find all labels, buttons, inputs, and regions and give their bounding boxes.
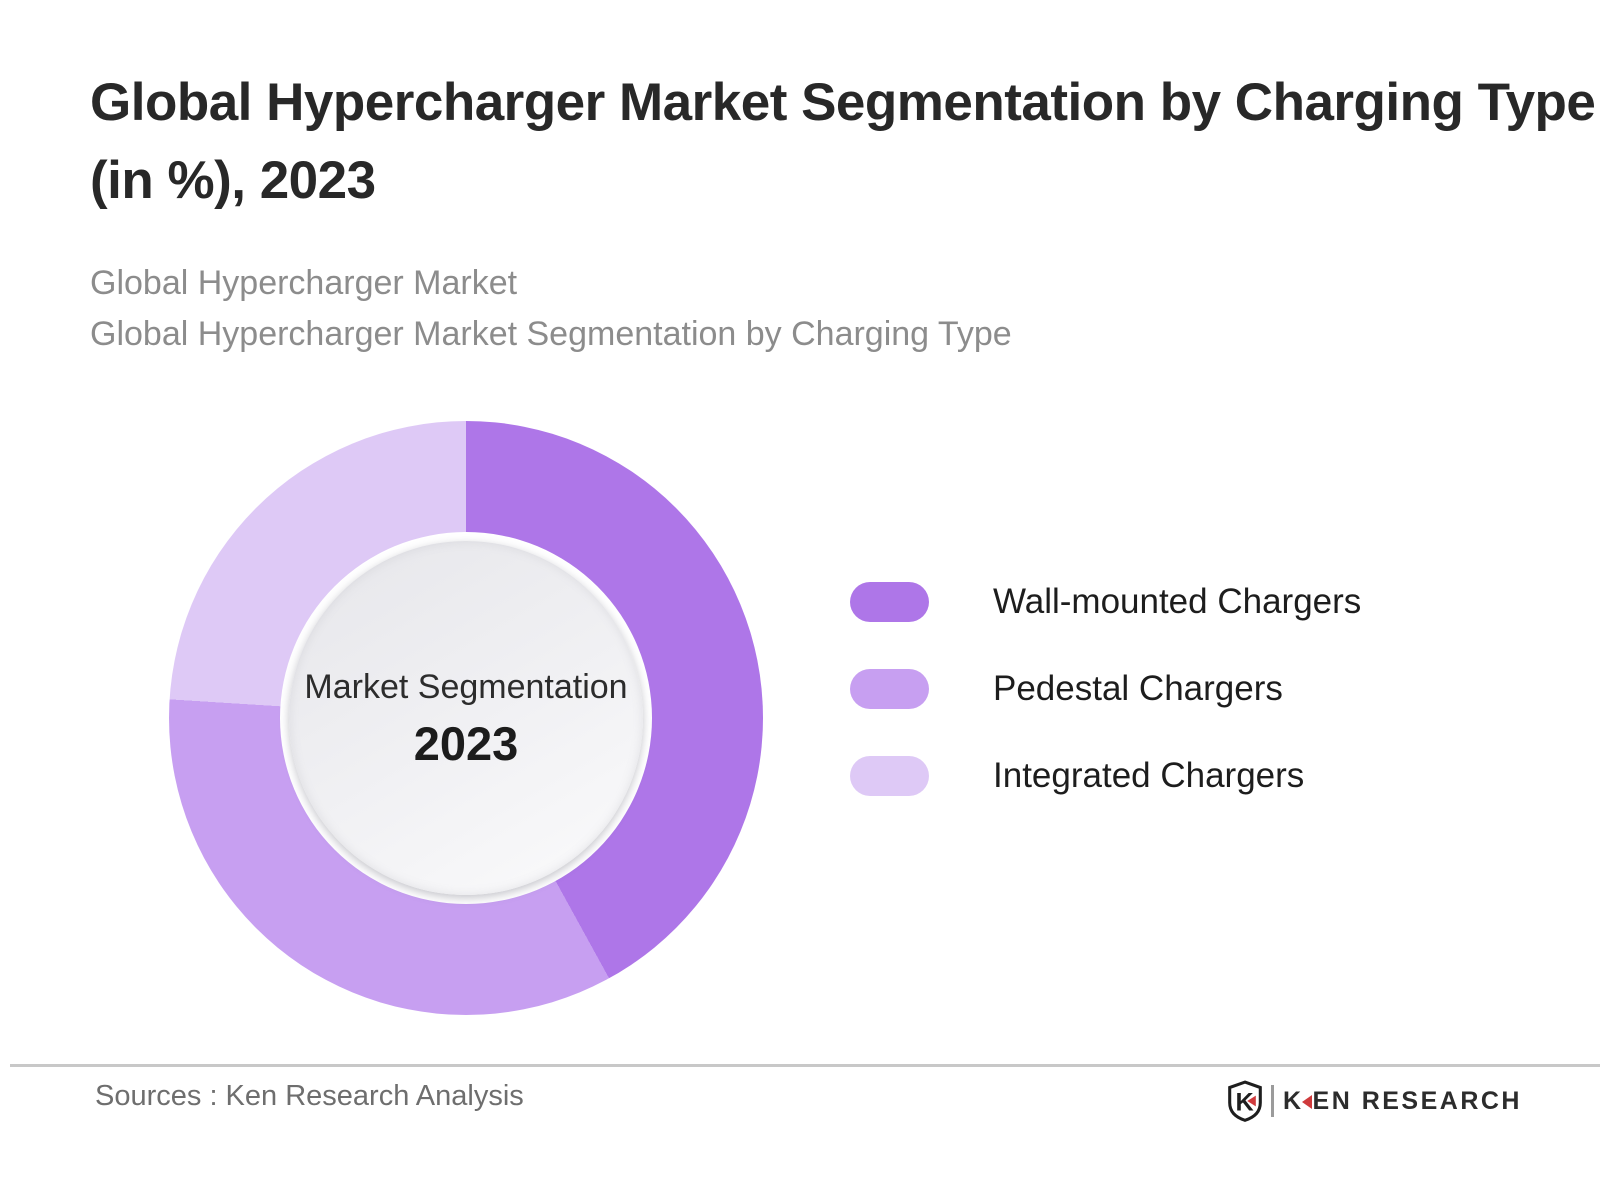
title-line-2: (in %), 2023 xyxy=(90,151,376,210)
donut-center-year: 2023 xyxy=(413,716,519,770)
legend-label: Integrated Chargers xyxy=(993,756,1305,795)
subtitle-line-2: Global Hypercharger Market Segmentation … xyxy=(90,315,1012,353)
donut-ring: Market Segmentation 2023 xyxy=(169,421,763,1015)
donut-center-label: Market Segmentation xyxy=(304,667,628,706)
legend-swatch xyxy=(850,756,929,796)
ken-research-logo: K K EN RESEARCH xyxy=(1227,1080,1522,1122)
legend-swatch xyxy=(850,669,929,709)
legend-item-wall-mounted: Wall-mounted Chargers xyxy=(850,582,1361,622)
legend-item-pedestal: Pedestal Chargers xyxy=(850,669,1361,709)
legend-swatch xyxy=(850,582,929,622)
legend-label: Pedestal Chargers xyxy=(993,669,1283,708)
emblem-red-triangle-icon xyxy=(1247,1095,1256,1107)
chart-legend: Wall-mounted Chargers Pedestal Chargers … xyxy=(850,582,1361,843)
logo-text-rest: EN RESEARCH xyxy=(1312,1086,1522,1115)
logo-red-triangle-icon xyxy=(1301,1095,1312,1109)
legend-label: Wall-mounted Chargers xyxy=(993,582,1362,621)
subtitle-line-1: Global Hypercharger Market xyxy=(90,264,518,302)
donut-hole: Market Segmentation 2023 xyxy=(280,532,652,904)
emblem-letter: K xyxy=(1236,1088,1254,1116)
chart-subtitle: Global Hypercharger Market Global Hyperc… xyxy=(90,258,1012,360)
legend-item-integrated: Integrated Chargers xyxy=(850,756,1361,796)
page-title: Global Hypercharger Market Segmentation … xyxy=(90,64,1596,220)
title-line-1: Global Hypercharger Market Segmentation … xyxy=(90,73,1596,132)
logo-separator xyxy=(1270,1085,1274,1117)
footer-divider xyxy=(10,1064,1600,1067)
ken-research-emblem-icon: K xyxy=(1228,1080,1262,1122)
logo-text: K EN RESEARCH xyxy=(1283,1087,1522,1116)
donut-center: Market Segmentation 2023 xyxy=(289,541,643,895)
logo-letter-k: K xyxy=(1282,1086,1304,1115)
sources-text: Sources : Ken Research Analysis xyxy=(95,1080,524,1112)
